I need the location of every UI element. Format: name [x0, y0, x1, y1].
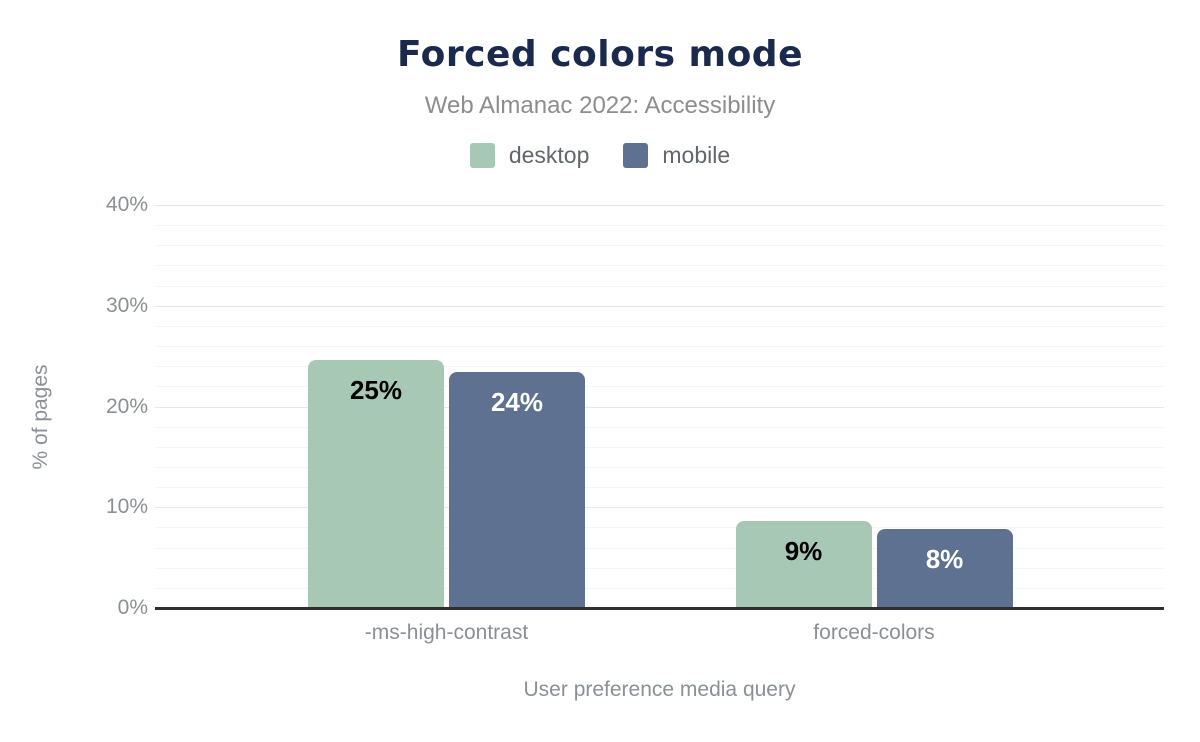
legend-item-mobile: mobile	[623, 142, 730, 169]
minor-gridline-8	[155, 527, 1164, 529]
minor-gridline-6	[155, 547, 1164, 549]
y-tick-label-30: 30%	[105, 293, 148, 317]
minor-gridline-28	[155, 325, 1164, 327]
major-gridline-10	[155, 507, 1164, 509]
bar-value-label-mobile--ms-high-contrast: 24%	[490, 387, 544, 418]
bar-desktop--ms-high-contrast: 25%	[308, 360, 444, 608]
minor-gridline-32	[155, 285, 1164, 287]
bar-mobile--ms-high-contrast: 24%	[449, 372, 585, 608]
x-axis-title: User preference media query	[523, 678, 796, 701]
x-axis-line	[155, 607, 1164, 610]
minor-gridline-24	[155, 366, 1164, 368]
minor-gridline-4	[155, 567, 1164, 569]
y-tick-label-40: 40%	[105, 193, 148, 216]
legend-label-desktop: desktop	[508, 142, 590, 168]
major-gridline-30	[155, 305, 1164, 307]
chart-title: Forced colors mode	[397, 34, 803, 75]
minor-gridline-22	[155, 386, 1164, 388]
y-axis-title: % of pages	[29, 364, 52, 470]
major-gridline-20	[155, 406, 1164, 408]
minor-gridline-38	[155, 225, 1164, 227]
minor-gridline-26	[155, 346, 1164, 348]
y-tick-label-0: 0%	[117, 596, 148, 619]
minor-gridline-34	[155, 265, 1164, 267]
x-tick-label-forced-colors: forced-colors	[813, 621, 935, 644]
legend-swatch-desktop	[469, 143, 495, 168]
minor-gridline-2	[155, 587, 1164, 589]
bar-value-label-desktop-forced-colors: 9%	[784, 536, 823, 567]
legend-label-mobile: mobile	[662, 142, 731, 168]
y-tick-label-20: 20%	[105, 394, 148, 418]
legend: desktop mobile	[0, 142, 1200, 169]
bar-desktop-forced-colors: 9%	[735, 521, 872, 608]
y-tick-label-10: 10%	[105, 495, 148, 519]
minor-gridline-36	[155, 245, 1164, 247]
minor-gridline-16	[155, 446, 1164, 448]
chart-subtitle: Web Almanac 2022: Accessibility	[424, 92, 776, 119]
bar-mobile-forced-colors: 8%	[876, 529, 1013, 608]
x-tick-label--ms-high-contrast: -ms-high-contrast	[364, 621, 529, 644]
minor-gridline-14	[155, 466, 1164, 468]
legend-swatch-mobile	[623, 143, 649, 168]
bar-value-label-mobile-forced-colors: 8%	[925, 544, 964, 575]
minor-gridline-12	[155, 487, 1164, 489]
bar-value-label-desktop--ms-high-contrast: 25%	[349, 375, 403, 406]
legend-item-desktop: desktop	[469, 142, 590, 169]
minor-gridline-18	[155, 426, 1164, 428]
major-gridline-40	[155, 205, 1164, 206]
